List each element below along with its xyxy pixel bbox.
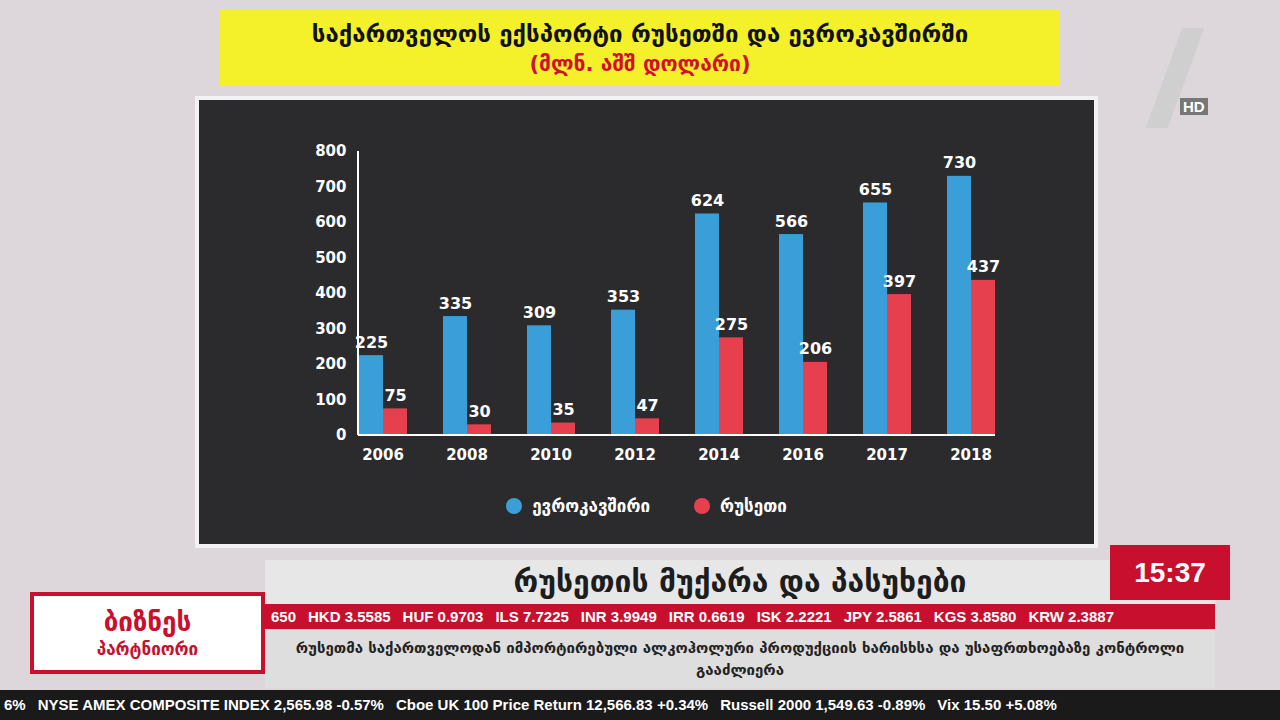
html-text:რუსეთი: რუსეთი — [720, 496, 787, 516]
svg-text:437: 437 — [967, 257, 1000, 276]
html-text:HKD 3.5585: HKD 3.5585 — [308, 608, 391, 625]
svg-text:2012: 2012 — [614, 446, 656, 464]
svg-text:275: 275 — [715, 315, 748, 334]
html-text:რუსეთმა საქართველოდან იმპორტირ: რუსეთმა საქართველოდან იმპორტირებული ალკო… — [295, 639, 1185, 679]
svg-text:75: 75 — [384, 386, 406, 405]
svg-text:2018: 2018 — [950, 446, 992, 464]
svg-text:2008: 2008 — [446, 446, 488, 464]
html-text:HD: HD — [1183, 98, 1205, 115]
svg-text:800: 800 — [315, 142, 346, 160]
svg-text:35: 35 — [552, 400, 574, 419]
html-text:(მლნ. აშშ დოლარი): (მლნ. აშშ დოლარი) — [529, 52, 751, 76]
svg-text:600: 600 — [315, 213, 346, 231]
svg-text:309: 309 — [523, 303, 556, 322]
svg-text:206: 206 — [799, 339, 832, 358]
html-text:Cboe UK 100 Price Return 12,56: Cboe UK 100 Price Return 12,566.83 +0.34… — [395, 696, 709, 713]
svg-text:2006: 2006 — [362, 446, 404, 464]
svg-text:2014: 2014 — [698, 446, 740, 464]
svg-text:655: 655 — [859, 180, 892, 199]
svg-text:225: 225 — [355, 333, 388, 352]
svg-text:2010: 2010 — [530, 446, 572, 464]
svg-text:500: 500 — [315, 249, 346, 267]
svg-text:624: 624 — [691, 191, 724, 210]
svg-text:2017: 2017 — [866, 446, 908, 464]
svg-text:730: 730 — [943, 153, 976, 172]
svg-text:397: 397 — [883, 272, 916, 291]
html-text:NYSE AMEX COMPOSITE INDEX 2,56: NYSE AMEX COMPOSITE INDEX 2,565.98 -0.57… — [37, 696, 384, 713]
html-text:INR 3.9949: INR 3.9949 — [580, 608, 657, 625]
svg-text:300: 300 — [315, 320, 346, 338]
svg-text:566: 566 — [775, 212, 808, 231]
html-text:რუსეთის მუქარა და პასუხები: რუსეთის მუქარა და პასუხები — [513, 564, 967, 599]
html-text:ILS 7.7225: ILS 7.7225 — [495, 608, 569, 625]
svg-text:200: 200 — [315, 355, 346, 373]
html-text:პარტნიორი: პარტნიორი — [96, 639, 199, 659]
svg-text:47: 47 — [636, 396, 658, 415]
svg-text:353: 353 — [607, 287, 640, 306]
html-text:Russell 2000 1,549.63 -0.89%: Russell 2000 1,549.63 -0.89% — [720, 696, 926, 713]
html-text:საქართველოს ექსპორტი რუსეთში დ: საქართველოს ექსპორტი რუსეთში და ევროკავშ… — [311, 20, 969, 48]
svg-text:2016: 2016 — [782, 446, 824, 464]
svg-text:0: 0 — [336, 426, 346, 444]
html-text:HUF 0.9703: HUF 0.9703 — [402, 608, 484, 625]
html-text:KRW 2.3887: KRW 2.3887 — [1028, 608, 1114, 625]
html-text:ევროკავშირი: ევროკავშირი — [532, 496, 650, 516]
html-text:6%: 6% — [4, 696, 26, 713]
html-text:Vix 15.50 +5.08%: Vix 15.50 +5.08% — [937, 696, 1057, 713]
svg-text:700: 700 — [315, 178, 346, 196]
html-text:JPY 2.5861: JPY 2.5861 — [843, 608, 922, 625]
html-text:650: 650 — [271, 608, 296, 625]
html-text:15:37: 15:37 — [1134, 557, 1206, 588]
html-text:ISK 2.2221: ISK 2.2221 — [756, 608, 832, 625]
html-text:IRR 0.6619: IRR 0.6619 — [668, 608, 745, 625]
html-text:KGS 3.8580: KGS 3.8580 — [933, 608, 1017, 625]
svg-text:400: 400 — [315, 284, 346, 302]
html-text:ბიზნეს: ბიზნეს — [103, 607, 192, 637]
svg-text:335: 335 — [439, 294, 472, 313]
svg-text:100: 100 — [315, 391, 346, 409]
svg-text:30: 30 — [468, 402, 490, 421]
